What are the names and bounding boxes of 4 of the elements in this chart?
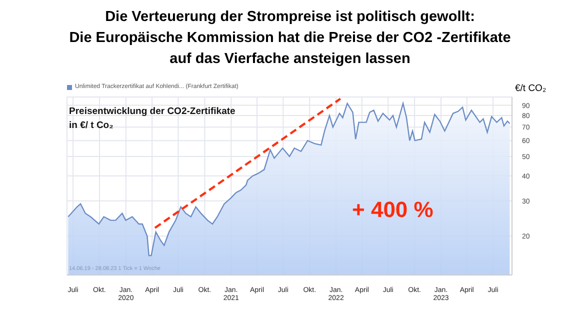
chart-title: Die Verteuerung der Strompreise ist politisch gewollt: Die Europäische Kommission hat die Preise der CO2 -Zertifikate auf das Vierfache ansteigen lassen (69, 9, 511, 67)
annotation: + 400 % (352, 197, 434, 222)
text: Preisentwicklung der CO2-Zertifikate in €/ t Co₂ (69, 106, 236, 131)
y-axis-title: €/t CO₂ (515, 83, 546, 94)
